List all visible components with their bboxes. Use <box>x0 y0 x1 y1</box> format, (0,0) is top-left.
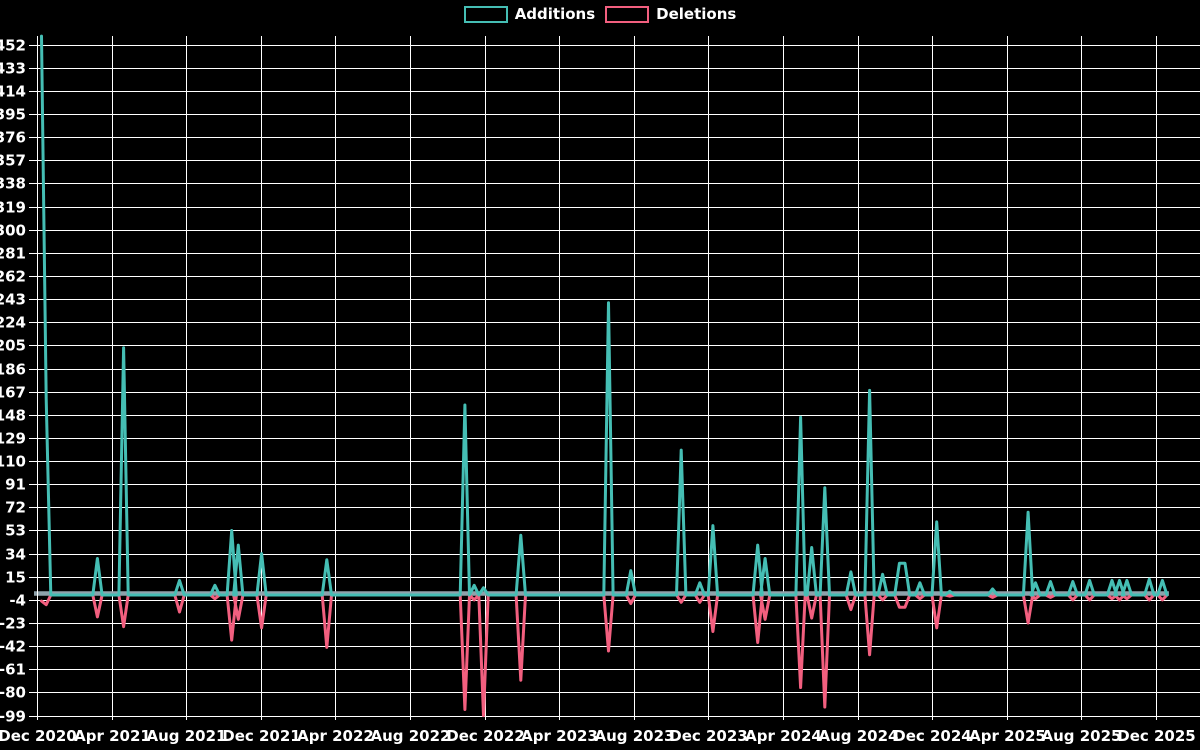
legend-item-additions[interactable]: Additions <box>463 5 596 23</box>
x-tick-label: Apr 2022 <box>297 727 374 745</box>
y-tick-label: 110 <box>0 453 26 471</box>
y-tick-label: 376 <box>0 129 26 147</box>
y-tick-label: 167 <box>0 384 26 402</box>
x-tick-label: Aug 2021 <box>147 727 227 745</box>
y-tick-label: 338 <box>0 175 26 193</box>
y-tick-label: 433 <box>0 60 26 78</box>
y-tick-label: 262 <box>0 268 26 286</box>
x-tick-label: Dec 2021 <box>222 727 301 745</box>
y-tick-label: 205 <box>0 337 26 355</box>
y-tick-label: 91 <box>5 476 26 494</box>
x-tick-label: Dec 2024 <box>893 727 972 745</box>
legend-item-deletions[interactable]: Deletions <box>605 6 736 23</box>
y-tick-label: 15 <box>5 569 26 587</box>
additions-swatch-icon <box>463 6 508 23</box>
deletions-line <box>40 593 1169 718</box>
y-tick-label: 53 <box>5 522 26 540</box>
x-tick-label: Aug 2025 <box>1042 727 1122 745</box>
y-tick-label: -61 <box>0 661 26 679</box>
y-tick-label: 281 <box>0 245 26 263</box>
x-tick-label: Apr 2021 <box>74 727 151 745</box>
y-tick-label: -99 <box>0 708 26 726</box>
x-tick-label: Apr 2024 <box>745 727 822 745</box>
y-tick-label: 148 <box>0 407 26 425</box>
legend-label-deletions: Deletions <box>656 5 737 23</box>
deletions-swatch-icon <box>605 6 650 23</box>
y-tick-label: 34 <box>5 546 26 564</box>
y-tick-label: 72 <box>5 499 26 517</box>
y-tick-label: 414 <box>0 83 26 101</box>
y-tick-label: -80 <box>0 684 26 702</box>
x-tick-label: Aug 2023 <box>595 727 675 745</box>
y-tick-label: -42 <box>0 638 26 656</box>
x-tick-label: Apr 2023 <box>521 727 598 745</box>
chart-legend: Additions Deletions <box>0 6 1200 23</box>
y-tick-label: 186 <box>0 361 26 379</box>
y-tick-label: -4 <box>9 592 26 610</box>
legend-label-additions: Additions <box>514 5 596 23</box>
y-tick-label: 243 <box>0 291 26 309</box>
y-tick-label: 319 <box>0 199 26 217</box>
y-tick-label: 395 <box>0 106 26 124</box>
y-tick-label: 452 <box>0 37 26 55</box>
x-tick-label: Aug 2024 <box>819 727 899 745</box>
x-tick-label: Dec 2020 <box>0 727 77 745</box>
x-tick-label: Dec 2025 <box>1117 727 1196 745</box>
x-tick-label: Dec 2023 <box>669 727 748 745</box>
y-tick-label: -23 <box>0 615 26 633</box>
x-tick-label: Dec 2022 <box>446 727 525 745</box>
additions-line <box>40 34 1169 597</box>
y-tick-label: 224 <box>0 314 26 332</box>
y-tick-label: 300 <box>0 222 26 240</box>
y-tick-label: 129 <box>0 430 26 448</box>
x-tick-label: Apr 2025 <box>969 727 1046 745</box>
y-tick-label: 357 <box>0 152 26 170</box>
x-tick-label: Aug 2022 <box>371 727 451 745</box>
